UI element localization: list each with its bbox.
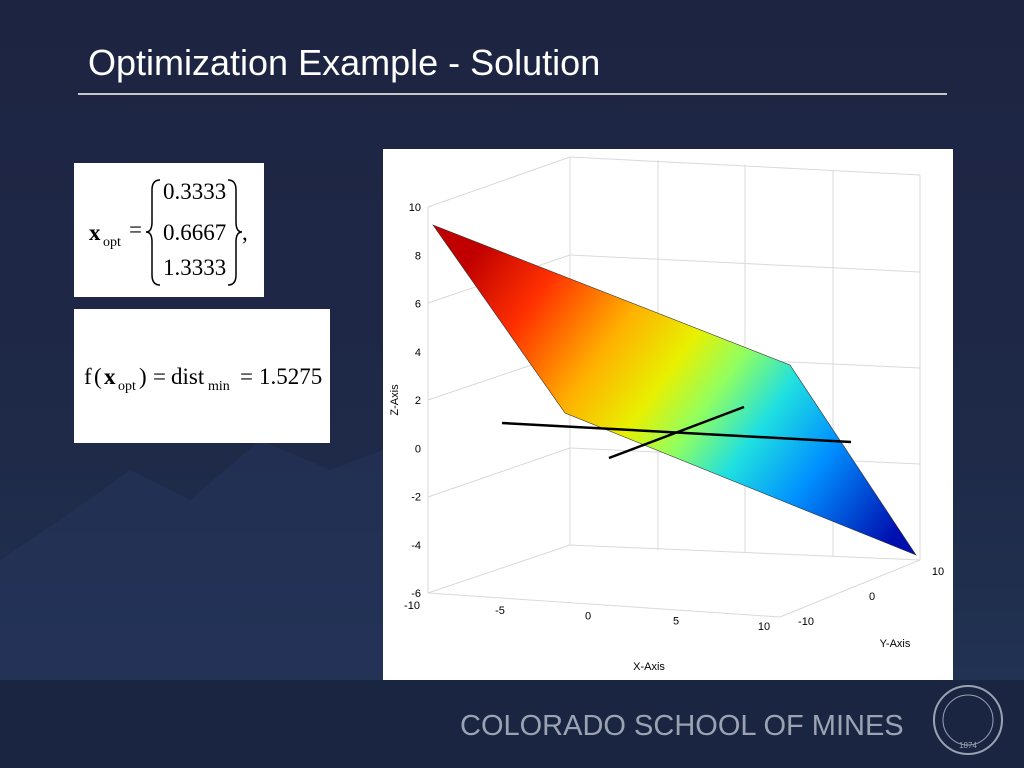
paren: ) [139, 364, 147, 389]
x-tick-label: 5 [673, 616, 679, 628]
equals: = [153, 364, 166, 389]
equation-box [74, 163, 264, 297]
vector-value: 0.3333 [163, 179, 226, 204]
surface [432, 224, 917, 556]
x-tick-label: -10 [404, 600, 420, 612]
subscript: opt [103, 235, 121, 250]
logo-ring [942, 694, 994, 746]
right-brace [227, 179, 243, 286]
y-tick-label: 10 [932, 566, 944, 578]
z-tick-label: 4 [415, 347, 421, 359]
equation-box [74, 309, 330, 443]
paren: ( [94, 364, 102, 389]
z-tick-label: -4 [411, 540, 421, 552]
z-tick-label: 6 [415, 299, 421, 311]
vector-value: 1.3333 [163, 255, 226, 280]
mountains [0, 440, 383, 680]
logo [933, 685, 1003, 755]
plot: Z-Axis X-Axis Y-Axis -6 -4 -2 0 2 4 6 8 10 -10 -5 0… [383, 149, 953, 680]
subscript: opt [118, 379, 136, 394]
z-tick-label: 10 [409, 202, 421, 214]
z-tick-label: 2 [415, 395, 421, 407]
z-tick-label: -2 [411, 492, 421, 504]
x-axis-label: X-Axis [633, 661, 665, 673]
slide-title: Optimization Example - Solution [88, 42, 600, 83]
left-brace [145, 179, 161, 286]
line-segment [608, 405, 745, 460]
subscript: min [208, 379, 230, 394]
name: dist [171, 364, 205, 389]
function: f [84, 364, 92, 389]
symbol: x [89, 220, 101, 245]
comma: , [242, 220, 248, 245]
equals: = [240, 364, 253, 389]
x-tick-label: 0 [585, 610, 591, 622]
y-tick-label: -10 [798, 616, 814, 628]
vector-value: 0.6667 [163, 220, 226, 245]
equals: = [129, 217, 142, 242]
z-tick-label: 0 [415, 443, 421, 455]
x-tick-label: -5 [495, 605, 505, 617]
institution: COLORADO SCHOOL OF MINES [460, 710, 904, 742]
z-tick-label: -6 [411, 588, 421, 600]
value: 1.5275 [259, 364, 322, 389]
logo-year: 1874 [959, 741, 977, 750]
y-axis-label: Y-Axis [880, 638, 911, 650]
y-tick-label: 0 [869, 591, 875, 603]
z-tick-label: 8 [415, 250, 421, 262]
symbol: x [104, 364, 116, 389]
z-axis-label: Z-Axis [389, 384, 401, 416]
x-tick-label: 10 [758, 621, 770, 633]
footer-band [0, 680, 1024, 768]
